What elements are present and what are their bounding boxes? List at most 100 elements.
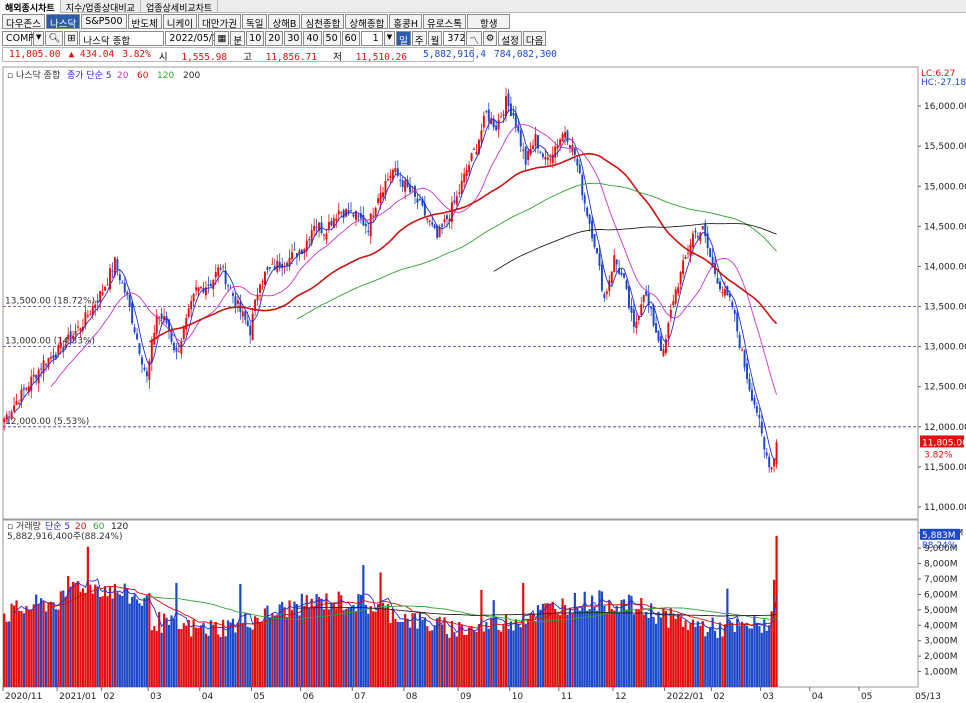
market-button-eurostoxx[interactable]: 유로스톡	[423, 14, 466, 30]
minute-button[interactable]: 분	[230, 30, 246, 47]
volume-last-tag-label: 5,883M	[922, 531, 956, 541]
candle-body	[487, 109, 490, 122]
interval-40-button[interactable]: 40	[303, 30, 322, 46]
bar-count-field[interactable]: 372	[443, 30, 466, 46]
volume-bar	[480, 589, 483, 687]
price-legend-item: 20	[117, 71, 129, 81]
tab-index-compare[interactable]: 지수/업종상대비교	[61, 0, 141, 14]
candle-body	[628, 285, 630, 309]
last-price-pct-label: 3.82%	[924, 450, 953, 460]
market-button-shenzhen[interactable]: 심천종합	[301, 14, 345, 30]
candle-body	[195, 287, 198, 291]
candle-body	[640, 304, 643, 316]
volume-bar	[514, 619, 517, 687]
candle-body	[18, 403, 20, 405]
calendar-icon[interactable]: ▦	[214, 30, 230, 46]
interval-30-button[interactable]: 30	[284, 30, 303, 46]
volume-bar	[340, 595, 343, 687]
search-icon[interactable]: 🔍︎	[45, 30, 64, 46]
symbol-list-icon[interactable]: ⊞	[64, 30, 79, 46]
candle-body	[549, 159, 552, 161]
candle-body	[652, 304, 655, 326]
candle-body	[231, 293, 234, 296]
candle-body	[723, 289, 726, 296]
candle-body	[224, 270, 227, 285]
x-tick-label: 12	[615, 692, 626, 702]
candle-body	[593, 233, 596, 248]
volume-legend-item: 20	[75, 522, 87, 532]
next-button[interactable]: 다음	[522, 30, 547, 47]
market-button-semiconductor[interactable]: 반도체	[127, 14, 162, 30]
price-volume-chart[interactable]: 16,000.00 15,500.00 15,000.00 14,500.00 14,0…	[0, 65, 966, 703]
market-button-hangseng[interactable]: 항생	[466, 14, 511, 30]
candle-body	[586, 207, 589, 216]
tab-overseas-chart[interactable]: 해외종시차트	[0, 0, 61, 14]
volume-bar	[650, 603, 653, 687]
ma60-line	[149, 152, 778, 343]
volume-bar	[3, 613, 6, 687]
candle-body	[522, 149, 525, 151]
symbol-field[interactable]: COMP	[2, 30, 34, 46]
interval-50-button[interactable]: 50	[322, 30, 341, 46]
symbol-dropdown-icon[interactable]: ▼	[33, 30, 45, 46]
price-legend-item: 종가 단순 5	[67, 70, 112, 81]
period-monthly-button[interactable]: 월	[427, 30, 443, 47]
candle-body	[706, 233, 709, 249]
volume-bar	[605, 612, 608, 687]
volume-bar	[741, 621, 744, 687]
volume-bar	[352, 605, 355, 687]
market-button-shanghai-b[interactable]: 상해B	[268, 14, 301, 30]
candle-body	[234, 296, 237, 307]
period-daily-button[interactable]: 일	[396, 30, 411, 47]
interval-10-button[interactable]: 10	[246, 30, 265, 46]
interval-60-button[interactable]: 60	[341, 30, 360, 46]
tab-sector-compare[interactable]: 업종상세비교차트	[141, 0, 219, 14]
candle-body	[536, 135, 539, 149]
interval-20-button[interactable]: 20	[265, 30, 284, 46]
candle-body	[544, 157, 547, 160]
candle-body	[96, 300, 99, 303]
volume-bar	[209, 620, 212, 687]
price-y-tick-label: 13,000.00	[924, 343, 966, 353]
settings-button[interactable]: 설정	[498, 30, 522, 47]
chart-style-icon[interactable]: 〽	[466, 30, 482, 47]
volume-bar	[652, 616, 655, 687]
date-field[interactable]: 2022/05/1	[165, 30, 218, 46]
count-stepper-icon[interactable]: ▼	[383, 30, 396, 46]
volume-bar	[433, 625, 436, 687]
market-button-dow[interactable]: 다우존스	[2, 14, 45, 30]
volume-bar	[716, 637, 719, 687]
x-tick-label: 07	[354, 692, 365, 702]
volume-bar	[436, 618, 439, 687]
count-field[interactable]: 1	[360, 30, 383, 46]
volume-bar	[27, 609, 30, 687]
volume-value-label: 5,882,916,400주(88.24%)	[7, 531, 122, 542]
candle-body	[67, 334, 70, 340]
volume-bar	[443, 617, 446, 687]
market-button-shanghai[interactable]: 상해종합	[345, 14, 389, 30]
candle-body	[662, 349, 665, 356]
market-button-nikkei[interactable]: 니케이	[162, 14, 197, 30]
candle-body	[313, 225, 316, 231]
volume-bar	[637, 609, 640, 687]
volume-bar	[632, 614, 636, 687]
volume-bar	[126, 588, 129, 687]
period-weekly-button[interactable]: 주	[411, 30, 427, 47]
volume-bar	[182, 623, 185, 687]
market-button-hongkong-h[interactable]: 홍콩H	[389, 14, 422, 30]
candle-body	[374, 207, 377, 218]
candle-body	[684, 257, 687, 259]
volume-bar	[91, 593, 94, 687]
volume-bar	[214, 621, 217, 687]
volume-bar	[423, 617, 426, 687]
candle-body	[669, 309, 672, 319]
market-button-taiwan[interactable]: 대만가권	[197, 14, 241, 30]
candle-body	[566, 130, 569, 143]
market-button-germany[interactable]: 독일	[241, 14, 268, 30]
candle-body	[217, 267, 220, 276]
gear-icon[interactable]: ⚙	[482, 30, 498, 46]
volume-bar	[721, 636, 724, 687]
volume-bar	[241, 622, 244, 687]
market-button-sp500[interactable]: S&P500	[81, 14, 127, 29]
market-button-nasdaq[interactable]: 나스닥	[45, 14, 81, 30]
